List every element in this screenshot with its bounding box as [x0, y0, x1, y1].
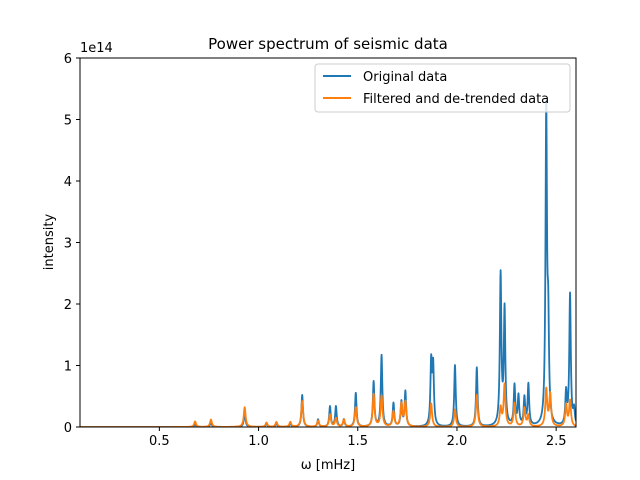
y-tick-label: 2	[64, 298, 72, 313]
x-tick-label: 1.5	[347, 434, 368, 449]
y-offset-label: 1e14	[80, 41, 113, 56]
y-tick-label: 5	[64, 114, 72, 129]
legend-box	[314, 63, 571, 113]
legend-label-filtered: Filtered and de-trended data	[363, 92, 549, 107]
y-tick-label: 6	[64, 52, 72, 67]
x-tick-label: 2.0	[447, 434, 468, 449]
legend-label-original: Original data	[363, 70, 447, 85]
chart-title: Power spectrum of seismic data	[208, 35, 448, 53]
y-axis-label: intensity	[42, 214, 57, 271]
x-tick-label: 1.0	[248, 434, 269, 449]
x-tick-label: 2.5	[546, 434, 567, 449]
y-tick-label: 1	[64, 360, 72, 375]
legend: Original data Filtered and de-trended da…	[314, 63, 571, 113]
x-tick-label: 0.5	[149, 434, 170, 449]
y-tick-label: 0	[64, 421, 72, 436]
y-tick-label: 3	[64, 237, 72, 252]
y-tick-label: 4	[64, 175, 72, 190]
x-axis-label: ω [mHz]	[301, 458, 355, 473]
